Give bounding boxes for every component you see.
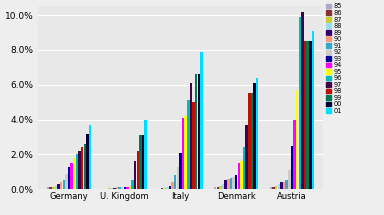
Bar — [81, 147, 83, 189]
Bar — [166, 187, 169, 189]
Bar — [76, 154, 78, 189]
Bar — [84, 144, 86, 189]
Bar — [134, 161, 136, 189]
Bar — [306, 41, 309, 189]
Bar — [111, 188, 113, 189]
Bar — [232, 177, 235, 189]
Bar — [73, 158, 76, 189]
Bar — [198, 74, 200, 189]
Bar — [280, 182, 283, 189]
Bar — [57, 184, 60, 189]
Bar — [304, 41, 306, 189]
Bar — [171, 182, 174, 189]
Bar — [298, 17, 301, 189]
Bar — [70, 163, 73, 189]
Bar — [251, 94, 253, 189]
Bar — [214, 187, 217, 189]
Bar — [129, 186, 131, 189]
Bar — [293, 120, 296, 189]
Bar — [235, 175, 237, 189]
Bar — [126, 187, 129, 189]
Bar — [63, 181, 65, 189]
Bar — [116, 187, 118, 189]
Bar — [50, 187, 52, 189]
Bar — [179, 153, 182, 189]
Bar — [139, 135, 142, 189]
Bar — [118, 187, 121, 189]
Bar — [240, 161, 243, 189]
Bar — [169, 186, 171, 189]
Bar — [174, 175, 177, 189]
Bar — [200, 52, 203, 189]
Bar — [288, 170, 291, 189]
Bar — [177, 167, 179, 189]
Bar — [230, 178, 232, 189]
Bar — [137, 151, 139, 189]
Bar — [225, 181, 227, 189]
Bar — [47, 187, 49, 189]
Bar — [121, 187, 123, 189]
Bar — [243, 147, 245, 189]
Bar — [131, 181, 134, 189]
Bar — [272, 187, 275, 189]
Bar — [270, 187, 272, 189]
Bar — [142, 135, 144, 189]
Bar — [68, 167, 70, 189]
Legend: 85, 86, 87, 88, 89, 90, 91, 92, 93, 94, 95, 96, 97, 98, 99, 00, 01: 85, 86, 87, 88, 89, 90, 91, 92, 93, 94, … — [325, 3, 343, 115]
Bar — [291, 146, 293, 189]
Bar — [219, 186, 222, 189]
Bar — [65, 174, 68, 189]
Bar — [238, 163, 240, 189]
Bar — [195, 74, 197, 189]
Bar — [52, 187, 55, 189]
Bar — [60, 182, 63, 189]
Bar — [296, 90, 298, 189]
Bar — [124, 187, 126, 189]
Bar — [190, 83, 192, 189]
Bar — [108, 188, 110, 189]
Bar — [275, 186, 277, 189]
Bar — [86, 134, 89, 189]
Bar — [182, 118, 184, 189]
Bar — [283, 182, 285, 189]
Bar — [144, 120, 147, 189]
Bar — [113, 188, 116, 189]
Bar — [164, 188, 166, 189]
Bar — [78, 151, 81, 189]
Bar — [222, 184, 224, 189]
Bar — [301, 12, 304, 189]
Bar — [217, 187, 219, 189]
Bar — [227, 179, 230, 189]
Bar — [187, 100, 190, 189]
Bar — [55, 186, 57, 189]
Bar — [285, 181, 288, 189]
Bar — [312, 31, 314, 189]
Bar — [248, 94, 250, 189]
Bar — [89, 125, 91, 189]
Bar — [245, 125, 248, 189]
Bar — [278, 184, 280, 189]
Bar — [192, 102, 195, 189]
Bar — [256, 78, 258, 189]
Bar — [309, 41, 311, 189]
Bar — [161, 188, 163, 189]
Bar — [253, 83, 256, 189]
Bar — [184, 116, 187, 189]
